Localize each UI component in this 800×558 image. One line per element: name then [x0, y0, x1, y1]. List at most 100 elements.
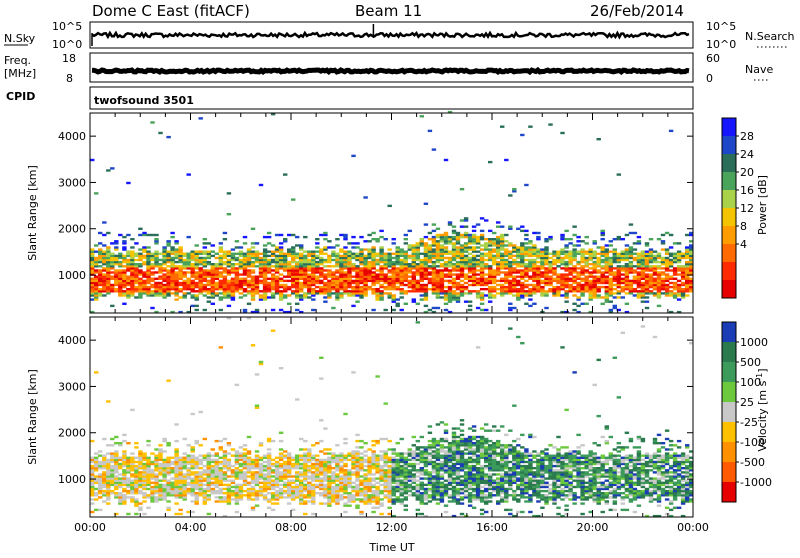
- heatmap-cell: [195, 484, 199, 486]
- heatmap-cell: [384, 477, 388, 479]
- heatmap-cell: [629, 290, 633, 292]
- heatmap-cell: [174, 292, 178, 294]
- heatmap-cell: [339, 280, 343, 282]
- heatmap-cell: [146, 292, 150, 294]
- heatmap-cell: [283, 280, 287, 282]
- heatmap-cell: [472, 265, 476, 267]
- heatmap-cell: [114, 459, 118, 461]
- heatmap-cell: [649, 251, 653, 253]
- heatmap-cell: [343, 482, 347, 484]
- heatmap-cell: [118, 457, 122, 459]
- heatmap-cell: [343, 490, 347, 492]
- heatmap-cell: [580, 292, 584, 294]
- heatmap-cell: [327, 467, 331, 469]
- heatmap-cell: [271, 465, 275, 467]
- heatmap-cell: [315, 455, 319, 457]
- heatmap-cell: [207, 455, 211, 457]
- heatmap-cell: [508, 228, 512, 230]
- heatmap-cell: [363, 255, 367, 257]
- heatmap-cell: [552, 261, 556, 263]
- heatmap-cell: [187, 280, 191, 282]
- heatmap-cell: [154, 257, 158, 259]
- heatmap-cell: [183, 484, 187, 486]
- heatmap-cell: [267, 261, 271, 263]
- heatmap-cell: [259, 469, 263, 471]
- heatmap-cell: [158, 496, 162, 498]
- heatmap-cell: [331, 461, 335, 463]
- heatmap-cell: [460, 280, 464, 282]
- heatmap-cell: [331, 271, 335, 273]
- heatmap-cell: [303, 480, 307, 482]
- heatmap-cell: [235, 494, 239, 496]
- heatmap-cell: [323, 427, 327, 429]
- freq-trace: [92, 70, 689, 72]
- heatmap-cell: [621, 238, 625, 240]
- heatmap-cell: [303, 457, 307, 459]
- heatmap-cell: [637, 267, 641, 269]
- heatmap-cell: [532, 261, 536, 263]
- heatmap-cell: [299, 267, 303, 269]
- heatmap-cell: [215, 465, 219, 467]
- heatmap-cell: [500, 263, 504, 265]
- heatmap-cell: [94, 461, 98, 463]
- heatmap-cell: [291, 467, 295, 469]
- heatmap-cell: [130, 261, 134, 263]
- heatmap-cell: [359, 269, 363, 271]
- heatmap-cell: [685, 257, 689, 259]
- heatmap-cell: [617, 261, 621, 263]
- heatmap-cell: [267, 473, 271, 475]
- heatmap-cell: [355, 467, 359, 469]
- heatmap-cell: [106, 461, 110, 463]
- heatmap-cell: [420, 240, 424, 242]
- heatmap-cell: [154, 288, 158, 290]
- heatmap-cell: [243, 477, 247, 479]
- heatmap-cell: [267, 477, 271, 479]
- heatmap-cell: [279, 367, 283, 369]
- heatmap-cell: [166, 473, 170, 475]
- heatmap-cell: [94, 492, 98, 494]
- heatmap-cell: [420, 284, 424, 286]
- heatmap-cell: [142, 482, 146, 484]
- heatmap-cell: [219, 490, 223, 492]
- heatmap-cell: [404, 290, 408, 292]
- heatmap-cell: [183, 253, 187, 255]
- heatmap-cell: [327, 246, 331, 248]
- heatmap-cell: [367, 461, 371, 463]
- heatmap-cell: [223, 457, 227, 459]
- heatmap-cell: [319, 357, 323, 359]
- heatmap-cell: [94, 286, 98, 288]
- heatmap-cell: [166, 282, 170, 284]
- heatmap-cell: [528, 253, 532, 255]
- heatmap-cell: [605, 280, 609, 282]
- heatmap-cell: [130, 273, 134, 275]
- heatmap-cell: [621, 280, 625, 282]
- heatmap-cell: [227, 469, 231, 471]
- heatmap-cell: [174, 455, 178, 457]
- heatmap-cell: [203, 265, 207, 267]
- heatmap-cell: [102, 490, 106, 492]
- heatmap-cell: [536, 269, 540, 271]
- heatmap-cell: [130, 467, 134, 469]
- heatmap-cell: [617, 278, 621, 280]
- heatmap-cell: [195, 440, 199, 442]
- heatmap-cell: [560, 248, 564, 250]
- heatmap-cell: [219, 255, 223, 257]
- heatmap-cell: [665, 263, 669, 265]
- heatmap-cell: [199, 492, 203, 494]
- heatmap-cell: [207, 273, 211, 275]
- heatmap-cell: [363, 473, 367, 475]
- heatmap-cell: [110, 290, 114, 292]
- heatmap-cell: [311, 484, 315, 486]
- heatmap-cell: [174, 494, 178, 496]
- heatmap-cell: [211, 482, 215, 484]
- heatmap-cell: [548, 276, 552, 278]
- heatmap-cell: [331, 251, 335, 253]
- heatmap-cell: [452, 269, 456, 271]
- heatmap-cell: [544, 238, 548, 240]
- heatmap-cell: [219, 471, 223, 473]
- heatmap-cell: [440, 282, 444, 284]
- heatmap-cell: [146, 440, 150, 442]
- heatmap-cell: [203, 484, 207, 486]
- heatmap-cell: [279, 494, 283, 496]
- heatmap-cell: [166, 486, 170, 488]
